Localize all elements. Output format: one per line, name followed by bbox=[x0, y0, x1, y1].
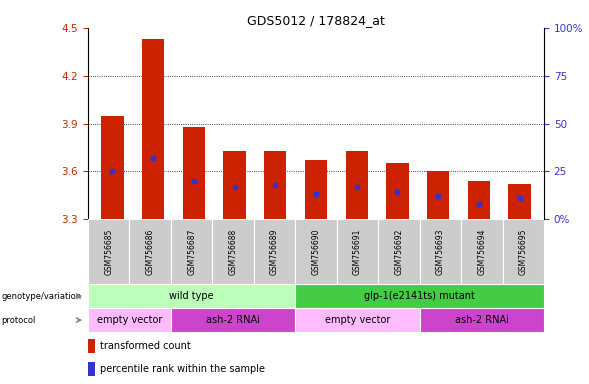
Bar bbox=[295, 219, 337, 284]
Bar bbox=[295, 284, 544, 308]
Bar bbox=[88, 219, 130, 284]
Bar bbox=[502, 219, 544, 284]
Bar bbox=[171, 308, 295, 332]
Text: percentile rank within the sample: percentile rank within the sample bbox=[100, 364, 265, 374]
Bar bbox=[101, 116, 124, 219]
Text: ash-2 RNAi: ash-2 RNAi bbox=[206, 315, 260, 325]
Bar bbox=[419, 308, 544, 332]
Bar bbox=[213, 219, 254, 284]
Text: GSM756685: GSM756685 bbox=[104, 228, 113, 275]
Bar bbox=[142, 39, 164, 219]
Bar bbox=[337, 219, 378, 284]
Bar bbox=[88, 308, 171, 332]
Bar bbox=[427, 171, 449, 219]
Bar bbox=[419, 219, 461, 284]
Bar bbox=[305, 160, 327, 219]
Text: GSM756695: GSM756695 bbox=[519, 228, 528, 275]
Bar bbox=[88, 362, 95, 376]
Bar bbox=[171, 219, 213, 284]
Bar bbox=[346, 151, 368, 219]
Text: protocol: protocol bbox=[1, 316, 35, 324]
Text: GSM756686: GSM756686 bbox=[145, 228, 155, 275]
Text: GSM756688: GSM756688 bbox=[229, 228, 237, 275]
Text: glp-1(e2141ts) mutant: glp-1(e2141ts) mutant bbox=[364, 291, 475, 301]
Bar bbox=[88, 284, 295, 308]
Bar bbox=[508, 184, 531, 219]
Text: wild type: wild type bbox=[169, 291, 214, 301]
Title: GDS5012 / 178824_at: GDS5012 / 178824_at bbox=[247, 14, 385, 27]
Text: GSM756693: GSM756693 bbox=[436, 228, 445, 275]
Text: GSM756689: GSM756689 bbox=[270, 228, 279, 275]
Bar bbox=[183, 127, 205, 219]
Text: transformed count: transformed count bbox=[100, 341, 191, 351]
Bar bbox=[130, 219, 171, 284]
Bar bbox=[461, 219, 502, 284]
Text: GSM756690: GSM756690 bbox=[312, 228, 320, 275]
Bar bbox=[254, 219, 295, 284]
Text: GSM756691: GSM756691 bbox=[353, 228, 362, 275]
Text: GSM756692: GSM756692 bbox=[395, 228, 403, 275]
Text: GSM756694: GSM756694 bbox=[477, 228, 487, 275]
Bar bbox=[468, 181, 490, 219]
Bar bbox=[386, 163, 409, 219]
Bar bbox=[264, 151, 286, 219]
Text: genotype/variation: genotype/variation bbox=[1, 291, 81, 301]
Bar bbox=[223, 151, 246, 219]
Text: empty vector: empty vector bbox=[97, 315, 162, 325]
Bar bbox=[378, 219, 419, 284]
Bar bbox=[295, 308, 419, 332]
Text: empty vector: empty vector bbox=[325, 315, 390, 325]
Text: ash-2 RNAi: ash-2 RNAi bbox=[455, 315, 509, 325]
Bar bbox=[88, 339, 95, 353]
Text: GSM756687: GSM756687 bbox=[187, 228, 196, 275]
